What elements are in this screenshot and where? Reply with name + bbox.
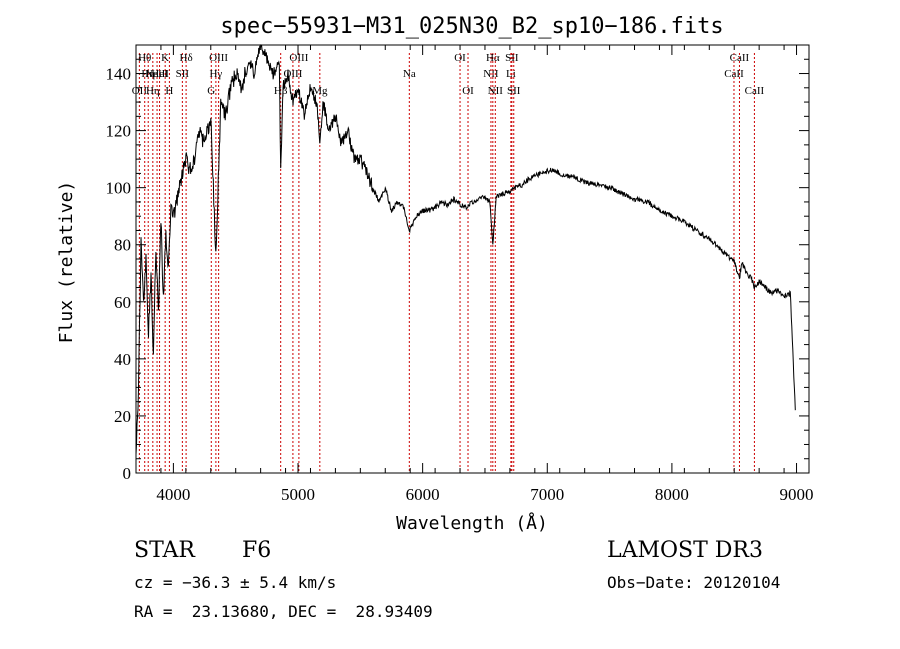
object-class: STAR [134, 538, 195, 563]
line-marker-label: Na [403, 68, 416, 80]
y-tick-label: 140 [106, 65, 132, 84]
line-marker-label: H [165, 85, 173, 97]
line-marker-label: SII [505, 52, 519, 64]
line-marker-label: Hγ [209, 68, 222, 80]
flux-series-line [135, 44, 796, 455]
x-tick-label: 6000 [406, 485, 440, 504]
x-axis: 4000 5000 6000 7000 8000 9000 [135, 45, 814, 504]
series-layer [135, 44, 796, 455]
line-marker-label: OIII [209, 52, 228, 64]
chart-title: spec−55931−M31_025N30_B2_sp10−186.fits [220, 14, 723, 39]
line-marker-label: OI [454, 52, 466, 64]
x-tick-label: 7000 [530, 485, 564, 504]
y-axis-label: Flux (relative) [56, 181, 77, 344]
line-marker-label: K [161, 52, 169, 64]
survey-name: LAMOST DR3 [607, 538, 763, 563]
line-marker-label: OIII [289, 52, 308, 64]
x-tick-label: 9000 [780, 485, 814, 504]
y-tick-label: 40 [114, 350, 131, 369]
line-marker-label: HeI [151, 68, 168, 80]
line-marker-label: NII [488, 85, 504, 97]
line-markers: OIIHθHηHηNeIIIHeIKHSIIHδGHγOIIIHβOIIIOII… [132, 52, 765, 473]
line-marker-label: SII [507, 85, 521, 97]
x-tick-label: 4000 [156, 485, 190, 504]
line-marker-label: CaII [745, 85, 765, 97]
line-marker-label: Hα [486, 52, 500, 64]
line-marker-label: Hθ [138, 52, 151, 64]
line-marker-label: CaII [724, 68, 744, 80]
x-tick-label: 8000 [655, 485, 689, 504]
line-marker-label: NeIII [145, 68, 169, 80]
line-marker-label: Hδ [180, 52, 193, 64]
coordinates: RA = 23.13680, DEC = 28.93409 [134, 602, 433, 621]
y-tick-label: 80 [114, 236, 131, 255]
y-axis: 0 20 40 60 80 100 120 140 [106, 44, 809, 483]
line-marker-label: Hη [141, 68, 155, 80]
y-tick-label: 0 [123, 464, 132, 483]
line-marker-label: Mg [312, 85, 328, 97]
line-marker-label: OI [462, 85, 474, 97]
obs-date: Obs−Date: 20120104 [607, 573, 781, 592]
redshift-line: cz = −36.3 ± 5.4 km/s [134, 573, 337, 592]
line-marker-label: NII [483, 68, 499, 80]
y-tick-label: 60 [114, 293, 131, 312]
line-marker-label: G [207, 85, 215, 97]
y-tick-label: 120 [106, 122, 132, 141]
line-marker-label: SII [176, 68, 190, 80]
plot-frame [135, 44, 810, 474]
line-marker-label: Hη [146, 85, 160, 97]
line-marker-label: Hβ [274, 85, 288, 97]
x-axis-label: Wavelength (Å) [396, 512, 548, 534]
x-tick-label: 5000 [281, 485, 315, 504]
line-marker-label: CaII [730, 52, 750, 64]
y-tick-label: 20 [114, 407, 131, 426]
line-marker-label: Li [506, 68, 516, 80]
y-tick-label: 100 [106, 179, 132, 198]
object-subclass: F6 [242, 538, 272, 563]
